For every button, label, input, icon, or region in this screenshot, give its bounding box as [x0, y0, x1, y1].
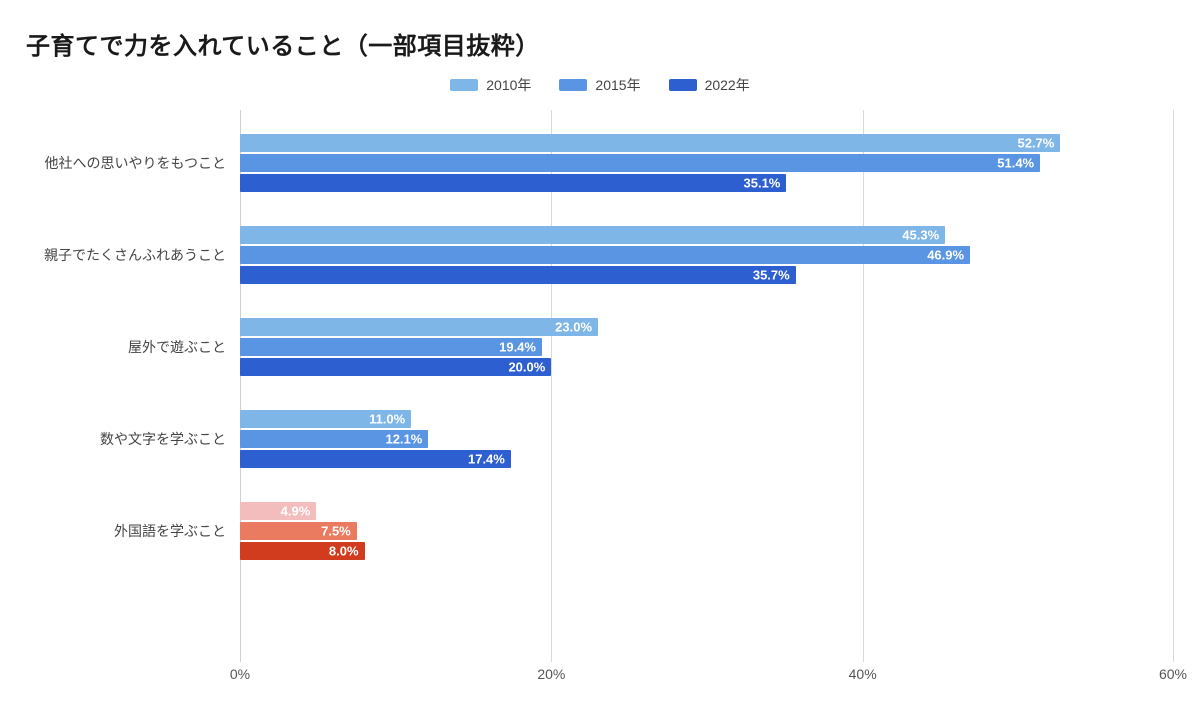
gridline: [863, 110, 864, 662]
legend-label-2022: 2022年: [705, 75, 750, 95]
bar: 8.0%: [240, 542, 365, 560]
y-axis-baseline: [240, 110, 241, 662]
bar: 52.7%: [240, 134, 1060, 152]
bar: 7.5%: [240, 522, 357, 540]
x-tick-label: 0%: [230, 666, 250, 682]
bar: 51.4%: [240, 154, 1040, 172]
category-label: 数や文字を学ぶこと: [100, 429, 226, 449]
chart-container: 子育てで力を入れていること（一部項目抜粋） 2010年 2015年 2022年 …: [0, 0, 1200, 721]
bar: 4.9%: [240, 502, 316, 520]
legend-swatch-2015: [559, 79, 587, 91]
bar: 46.9%: [240, 246, 970, 264]
x-axis: 0%20%40%60%: [240, 666, 1174, 688]
legend-item-2015: 2015年: [559, 75, 640, 95]
category-label: 他社への思いやりをもつこと: [45, 153, 226, 173]
plot-area: 0%20%40%60%52.7%51.4%35.1%45.3%46.9%35.7…: [240, 110, 1174, 662]
bar: 23.0%: [240, 318, 598, 336]
legend-label-2010: 2010年: [486, 75, 531, 95]
bar: 45.3%: [240, 226, 945, 244]
bar: 35.7%: [240, 266, 796, 284]
bar: 12.1%: [240, 430, 428, 448]
chart-title: 子育てで力を入れていること（一部項目抜粋）: [26, 26, 1176, 61]
gridline: [1173, 110, 1174, 662]
bar-value-label: 35.1%: [744, 176, 781, 191]
bar-value-label: 51.4%: [997, 156, 1034, 171]
legend: 2010年 2015年 2022年: [24, 75, 1176, 95]
category-label: 屋外で遊ぶこと: [128, 337, 226, 357]
bar: 20.0%: [240, 358, 551, 376]
bar-value-label: 17.4%: [468, 452, 505, 467]
bar: 17.4%: [240, 450, 511, 468]
category-label: 外国語を学ぶこと: [114, 521, 226, 541]
bar: 35.1%: [240, 174, 786, 192]
bar-value-label: 19.4%: [499, 340, 536, 355]
x-tick-label: 20%: [537, 666, 565, 682]
bar-value-label: 7.5%: [321, 524, 351, 539]
bar-value-label: 45.3%: [902, 228, 939, 243]
y-axis-labels: 他社への思いやりをもつこと親子でたくさんふれあうこと屋外で遊ぶこと数や文字を学ぶ…: [0, 110, 226, 662]
legend-item-2022: 2022年: [669, 75, 750, 95]
legend-swatch-2022: [669, 79, 697, 91]
bar-value-label: 8.0%: [329, 544, 359, 559]
bar-value-label: 20.0%: [508, 360, 545, 375]
legend-swatch-2010: [450, 79, 478, 91]
x-tick-label: 60%: [1159, 666, 1187, 682]
x-tick-label: 40%: [849, 666, 877, 682]
bar-value-label: 52.7%: [1017, 136, 1054, 151]
bar: 11.0%: [240, 410, 411, 428]
legend-item-2010: 2010年: [450, 75, 531, 95]
bar-value-label: 12.1%: [385, 432, 422, 447]
bar: 19.4%: [240, 338, 542, 356]
bar-value-label: 11.0%: [369, 412, 405, 427]
gridline: [551, 110, 552, 662]
bar-value-label: 46.9%: [927, 248, 964, 263]
bar-value-label: 35.7%: [753, 268, 790, 283]
bar-value-label: 4.9%: [281, 504, 311, 519]
legend-label-2015: 2015年: [595, 75, 640, 95]
bar-value-label: 23.0%: [555, 320, 592, 335]
category-label: 親子でたくさんふれあうこと: [44, 245, 226, 265]
